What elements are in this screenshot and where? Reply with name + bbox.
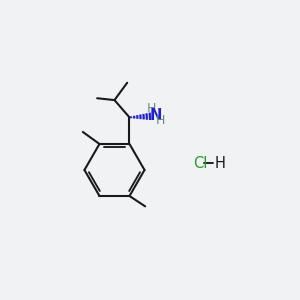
Text: H: H — [155, 114, 165, 127]
Text: H: H — [214, 155, 225, 170]
Text: N: N — [149, 108, 162, 123]
Text: H: H — [147, 102, 156, 116]
Text: Cl: Cl — [193, 155, 207, 170]
